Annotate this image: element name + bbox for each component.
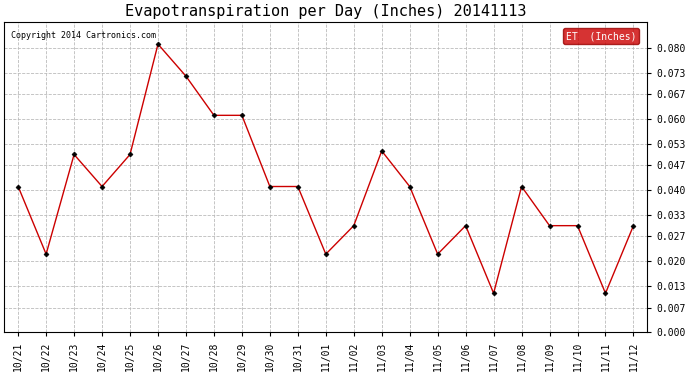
- Title: Evapotranspiration per Day (Inches) 20141113: Evapotranspiration per Day (Inches) 2014…: [125, 4, 526, 19]
- Legend: ET  (Inches): ET (Inches): [563, 28, 640, 44]
- Text: Copyright 2014 Cartronics.com: Copyright 2014 Cartronics.com: [10, 31, 156, 40]
